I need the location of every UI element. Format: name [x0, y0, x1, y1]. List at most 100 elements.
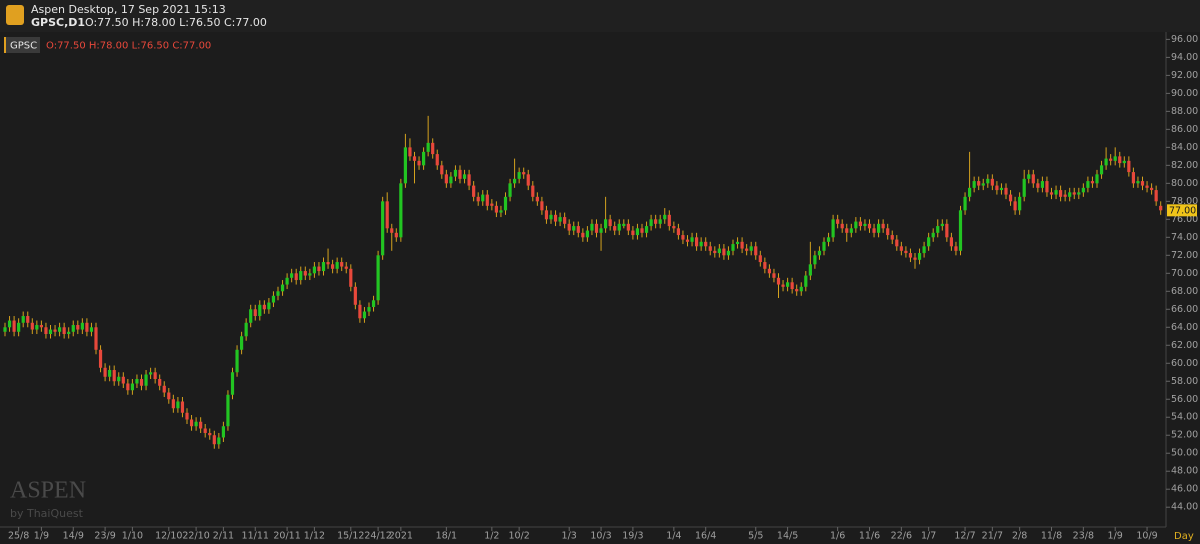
candle-body — [244, 322, 248, 337]
candle-body — [622, 223, 626, 227]
candle-body — [986, 178, 990, 184]
last-price-box — [1167, 204, 1197, 217]
candle-body — [544, 210, 549, 220]
candle-body — [230, 372, 235, 395]
candle-body — [790, 282, 794, 290]
y-tick-label: 64.00 — [1171, 322, 1198, 333]
x-tick-label: 1/7 — [921, 531, 936, 542]
y-tick-label: 56.00 — [1171, 394, 1198, 405]
legend-symbol: GPSC — [10, 41, 37, 52]
candle-body — [927, 237, 931, 247]
candle-body — [872, 228, 876, 233]
candle-body — [280, 284, 285, 292]
candle-body — [312, 266, 316, 274]
candle-body — [981, 183, 985, 186]
candle-body — [71, 325, 75, 332]
candle-body — [3, 327, 7, 332]
candle-body — [517, 172, 521, 179]
candle-body — [877, 223, 881, 233]
candle-body — [1145, 185, 1149, 188]
candle-body — [1027, 174, 1031, 179]
candle-body — [867, 223, 872, 229]
candle-body — [754, 246, 758, 256]
candle-body — [89, 327, 94, 332]
candle-body — [886, 228, 890, 236]
candle-body — [390, 228, 394, 233]
candle-body — [67, 331, 71, 335]
candle-body — [58, 327, 62, 332]
candle-body — [931, 232, 935, 238]
candle-body — [599, 228, 603, 233]
period-label: Day — [1174, 531, 1194, 542]
candle-body — [344, 266, 348, 269]
candle-body — [226, 394, 230, 427]
candle-body — [722, 248, 726, 256]
candle-body — [171, 399, 175, 409]
candle-body — [1072, 192, 1076, 195]
y-tick-label: 68.00 — [1171, 286, 1198, 297]
candle-body — [735, 241, 740, 245]
x-tick-label: 11/6 — [859, 531, 880, 542]
x-tick-label: 2/11 — [213, 531, 234, 542]
candle-body — [558, 217, 562, 222]
candle-body — [1054, 190, 1058, 195]
candle-body — [367, 307, 371, 312]
candle-body — [804, 275, 808, 287]
candle-body — [440, 165, 444, 175]
candle-body — [7, 320, 12, 328]
y-tick-label: 80.00 — [1171, 178, 1198, 189]
candle-body — [904, 250, 908, 254]
candle-body — [194, 421, 198, 427]
candle-body — [467, 174, 471, 186]
candle-body — [635, 228, 640, 236]
candle-body — [1095, 174, 1099, 184]
candle-body — [358, 304, 362, 319]
y-tick-label: 74.00 — [1171, 232, 1198, 243]
candle-body — [403, 147, 407, 184]
candle-body — [1063, 194, 1067, 197]
y-tick-label: 70.00 — [1171, 268, 1198, 279]
candle-body — [108, 370, 112, 377]
candle-body — [717, 248, 721, 254]
x-tick-label: 1/6 — [830, 531, 845, 542]
candle-body — [526, 174, 530, 186]
x-tick-label: 18/1 — [436, 531, 457, 542]
y-tick-label: 96.00 — [1171, 34, 1198, 45]
candle-body — [1040, 181, 1044, 188]
candle-body — [481, 194, 485, 202]
candle-body — [21, 316, 25, 323]
candle-body — [585, 230, 589, 238]
candle-body — [144, 374, 148, 386]
candle-body — [449, 176, 453, 184]
candle-body — [863, 223, 867, 227]
x-tick-label: 15/12 — [337, 531, 364, 542]
candle-body — [613, 226, 617, 231]
candle-body — [240, 336, 244, 350]
candle-body — [308, 273, 312, 276]
app-title: Aspen Desktop, 17 Sep 2021 15:13 — [31, 3, 226, 16]
candle-body — [731, 244, 735, 251]
candle-body — [44, 327, 48, 335]
candle-body — [854, 221, 858, 229]
candle-body — [590, 223, 594, 231]
candle-body — [76, 325, 80, 330]
candle-body — [1022, 178, 1026, 197]
candle-body — [626, 223, 630, 231]
candle-body — [417, 160, 421, 166]
candle-body — [85, 322, 89, 332]
candle-body — [508, 183, 512, 197]
x-tick-label: 23/8 — [1073, 531, 1094, 542]
y-tick-label: 76.00 — [1171, 214, 1198, 225]
x-tick-label: 5/5 — [748, 531, 763, 542]
candle-body — [1109, 158, 1113, 161]
x-tick-label: 12/7 — [954, 531, 975, 542]
x-tick-label: 1/2 — [484, 531, 499, 542]
candle-body — [1159, 205, 1163, 211]
candle-body — [699, 241, 703, 247]
candle-body — [690, 237, 694, 242]
candle-body — [840, 223, 844, 229]
candle-body — [1104, 158, 1108, 166]
x-tick-label: 1/4 — [666, 531, 681, 542]
plot: 44.00 46.00 48.00 50.00 52.00 54.00 56.00 58.00… — [3, 34, 1198, 542]
candle-body — [253, 309, 257, 317]
